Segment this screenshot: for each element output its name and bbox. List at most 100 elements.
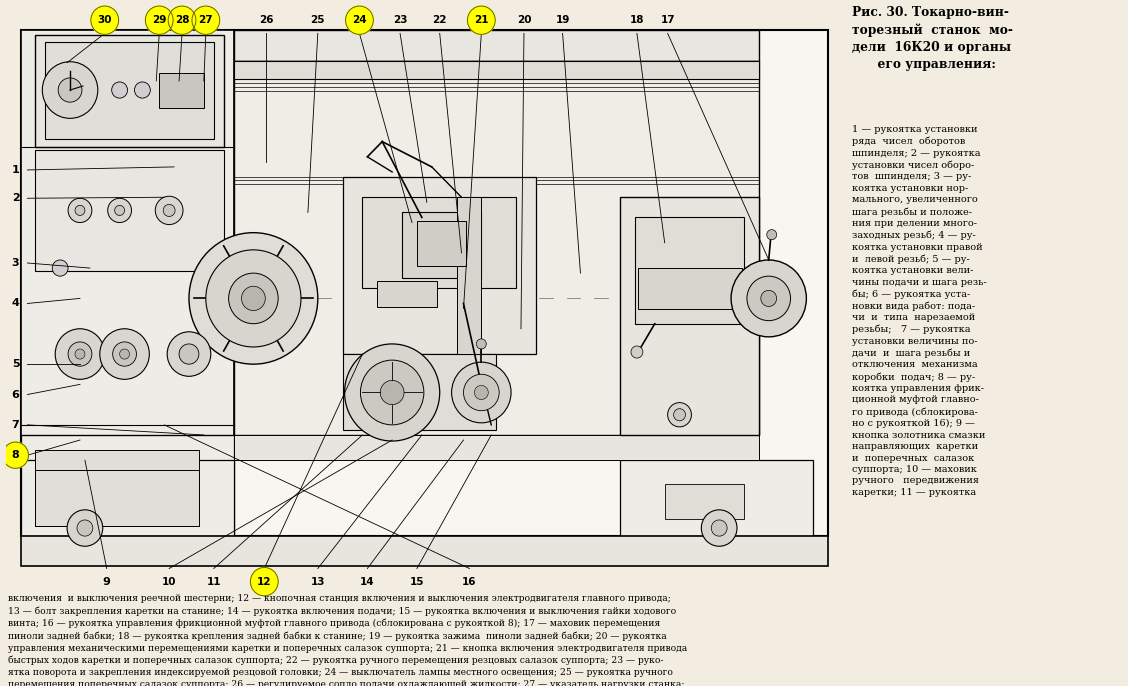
Circle shape — [673, 409, 686, 421]
Text: 24: 24 — [352, 15, 367, 25]
Circle shape — [76, 349, 85, 359]
Circle shape — [229, 273, 279, 324]
Bar — [35, 150, 223, 271]
Text: 19: 19 — [555, 15, 570, 25]
Circle shape — [156, 196, 183, 224]
Circle shape — [179, 344, 199, 364]
Circle shape — [168, 6, 196, 34]
Text: 25: 25 — [310, 15, 325, 25]
Text: 12: 12 — [257, 577, 272, 587]
Text: 1 — рукоятка установки
ряда  чисел  оборотов
шпинделя; 2 — рукоятка
установки чи: 1 — рукоятка установки ряда чисел оборот… — [852, 126, 986, 497]
Circle shape — [99, 329, 149, 379]
Bar — [20, 536, 828, 567]
Bar — [233, 435, 759, 460]
Bar — [233, 60, 759, 435]
Circle shape — [91, 6, 118, 34]
Text: 29: 29 — [152, 15, 167, 25]
Circle shape — [199, 288, 219, 309]
Circle shape — [115, 205, 124, 215]
Text: 27: 27 — [199, 15, 213, 25]
Circle shape — [760, 290, 777, 307]
Circle shape — [164, 204, 175, 217]
Text: 20: 20 — [517, 15, 531, 25]
Circle shape — [250, 567, 279, 596]
Bar — [620, 460, 813, 536]
Circle shape — [113, 342, 136, 366]
Circle shape — [747, 276, 791, 320]
Text: 23: 23 — [393, 15, 407, 25]
Text: Рис. 30. Токарно-вин-
торезный  станок  мо-
дели  16К20 и органы
      его управ: Рис. 30. Токарно-вин- торезный станок мо… — [852, 6, 1013, 71]
Circle shape — [668, 403, 691, 427]
Text: 5: 5 — [11, 359, 19, 369]
Circle shape — [77, 520, 92, 536]
Text: 13: 13 — [310, 577, 325, 587]
Circle shape — [344, 344, 440, 441]
Circle shape — [167, 332, 211, 377]
Bar — [20, 30, 828, 536]
Circle shape — [467, 6, 495, 34]
Bar — [35, 36, 223, 147]
Circle shape — [205, 250, 301, 347]
Bar — [620, 198, 759, 435]
Circle shape — [345, 6, 373, 34]
Circle shape — [59, 78, 82, 102]
Circle shape — [702, 510, 737, 546]
Text: 28: 28 — [175, 15, 190, 25]
Circle shape — [146, 6, 173, 34]
Text: 18: 18 — [629, 15, 644, 25]
Text: 15: 15 — [409, 577, 424, 587]
Circle shape — [241, 286, 265, 311]
Text: 1: 1 — [11, 165, 19, 175]
Bar — [20, 460, 233, 536]
Text: 2: 2 — [11, 193, 19, 203]
Circle shape — [475, 386, 488, 399]
Text: 30: 30 — [97, 15, 112, 25]
Bar — [20, 30, 233, 536]
Circle shape — [631, 346, 643, 358]
Circle shape — [120, 349, 130, 359]
Text: 14: 14 — [360, 577, 374, 587]
Circle shape — [712, 520, 728, 536]
Bar — [362, 198, 515, 288]
Circle shape — [43, 62, 98, 119]
Text: 16: 16 — [462, 577, 477, 587]
Circle shape — [2, 442, 28, 469]
Circle shape — [451, 362, 511, 423]
Text: 21: 21 — [474, 15, 488, 25]
Circle shape — [361, 360, 424, 425]
Text: 10: 10 — [162, 577, 176, 587]
Bar — [635, 217, 744, 324]
Bar — [20, 435, 233, 536]
Text: включения  и выключения реечной шестерни; 12 — кнопочная станция включения и вык: включения и выключения реечной шестерни;… — [8, 594, 687, 686]
Circle shape — [380, 380, 404, 405]
Circle shape — [68, 342, 91, 366]
Circle shape — [67, 510, 103, 546]
Circle shape — [464, 375, 500, 411]
Bar — [45, 43, 214, 139]
Circle shape — [476, 339, 486, 349]
Circle shape — [190, 233, 318, 364]
Circle shape — [134, 82, 150, 98]
Text: 8: 8 — [11, 450, 19, 460]
Text: 9: 9 — [103, 577, 111, 587]
Text: 26: 26 — [259, 15, 273, 25]
Text: 7: 7 — [11, 420, 19, 430]
Bar — [664, 484, 744, 519]
Circle shape — [55, 329, 105, 379]
Circle shape — [107, 198, 132, 222]
Bar — [35, 471, 199, 526]
Circle shape — [76, 205, 85, 215]
Bar — [159, 73, 204, 108]
Text: 3: 3 — [11, 258, 19, 268]
Circle shape — [767, 230, 777, 239]
Bar — [402, 213, 482, 279]
Bar — [417, 220, 467, 266]
Bar — [233, 30, 759, 60]
Text: 4: 4 — [11, 298, 19, 309]
Circle shape — [112, 82, 127, 98]
Circle shape — [52, 260, 68, 276]
Circle shape — [731, 260, 807, 337]
Bar — [457, 198, 482, 354]
Text: 6: 6 — [11, 390, 19, 399]
Circle shape — [192, 6, 220, 34]
